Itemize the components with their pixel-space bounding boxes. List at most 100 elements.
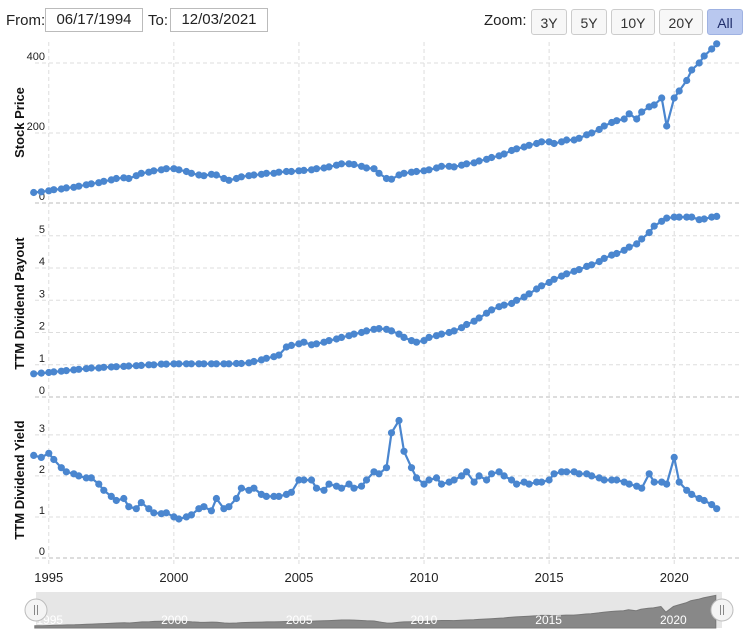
data-point-1-102[interactable]	[670, 213, 678, 221]
data-point-0-55[interactable]	[375, 169, 383, 177]
data-point-1-87[interactable]	[575, 266, 583, 274]
data-point-0-106[interactable]	[695, 59, 703, 67]
data-point-0-15[interactable]	[125, 174, 133, 183]
data-point-0-105[interactable]	[688, 66, 696, 74]
data-point-0-93[interactable]	[613, 117, 621, 125]
data-point-2-55[interactable]	[375, 470, 383, 478]
data-point-0-11[interactable]	[100, 177, 108, 185]
data-point-1-32[interactable]	[232, 359, 240, 368]
data-point-1-27[interactable]	[200, 360, 208, 368]
data-point-2-97[interactable]	[638, 484, 646, 492]
data-point-0-39[interactable]	[275, 168, 283, 176]
data-point-1-17[interactable]	[137, 361, 145, 369]
data-point-2-11[interactable]	[100, 486, 108, 494]
data-point-0-33[interactable]	[237, 173, 245, 181]
data-point-2-63[interactable]	[425, 476, 433, 484]
data-point-2-49[interactable]	[337, 484, 346, 492]
data-point-2-17[interactable]	[137, 499, 145, 507]
data-point-0-87[interactable]	[575, 134, 583, 142]
data-point-1-99[interactable]	[650, 222, 658, 230]
data-point-2-28[interactable]	[207, 507, 215, 515]
data-point-2-23[interactable]	[175, 515, 183, 523]
zoom-3y-button[interactable]: 3Y	[531, 9, 567, 35]
data-point-0-47[interactable]	[325, 163, 333, 171]
data-point-2-98[interactable]	[645, 470, 653, 478]
data-point-2-81[interactable]	[538, 478, 546, 486]
data-point-2-102[interactable]	[670, 453, 678, 461]
data-point-1-33[interactable]	[237, 359, 245, 368]
data-point-1-93[interactable]	[613, 249, 621, 258]
data-point-2-53[interactable]	[362, 476, 371, 484]
data-point-1-79[interactable]	[525, 290, 533, 298]
data-point-1-13[interactable]	[112, 363, 120, 371]
data-point-2-76[interactable]	[508, 476, 516, 484]
data-point-0-73[interactable]	[488, 153, 496, 162]
data-point-0-31[interactable]	[225, 176, 233, 184]
data-point-1-91[interactable]	[600, 254, 608, 262]
data-point-2-62[interactable]	[420, 480, 428, 488]
data-point-0-108[interactable]	[708, 45, 716, 53]
data-point-2-47[interactable]	[325, 480, 333, 488]
data-point-0-95[interactable]	[625, 110, 633, 118]
data-point-2-72[interactable]	[483, 476, 491, 484]
data-point-1-96[interactable]	[633, 240, 641, 248]
data-point-0-43[interactable]	[300, 166, 308, 174]
data-point-1-81[interactable]	[538, 282, 546, 290]
data-point-0-25[interactable]	[187, 169, 195, 177]
data-point-2-1[interactable]	[37, 453, 45, 461]
data-point-2-52[interactable]	[357, 482, 366, 490]
data-point-1-30[interactable]	[220, 360, 228, 368]
data-point-2-31[interactable]	[225, 503, 233, 511]
data-point-2-4[interactable]	[57, 464, 65, 472]
data-point-0-40[interactable]	[282, 167, 290, 176]
data-point-0-65[interactable]	[437, 162, 446, 170]
data-point-2-77[interactable]	[513, 480, 521, 488]
data-point-0-63[interactable]	[425, 166, 433, 174]
data-point-1-0[interactable]	[30, 370, 38, 378]
data-point-2-12[interactable]	[107, 492, 115, 500]
data-point-0-21[interactable]	[162, 165, 170, 173]
data-point-2-41[interactable]	[287, 488, 295, 496]
data-point-1-57[interactable]	[387, 327, 396, 335]
data-point-0-107[interactable]	[700, 52, 708, 60]
data-point-2-70[interactable]	[470, 478, 478, 486]
data-point-0-35[interactable]	[250, 171, 258, 179]
data-point-2-73[interactable]	[488, 470, 496, 478]
zoom-all-button[interactable]: All	[707, 9, 743, 35]
data-point-2-45[interactable]	[312, 484, 321, 492]
data-point-0-79[interactable]	[525, 141, 533, 149]
data-point-1-25[interactable]	[187, 360, 195, 368]
data-point-0-29[interactable]	[212, 171, 220, 179]
data-point-2-3[interactable]	[50, 455, 58, 464]
data-point-1-103[interactable]	[675, 213, 683, 221]
zoom-5y-button[interactable]: 5Y	[571, 9, 607, 35]
data-point-2-85[interactable]	[563, 468, 571, 476]
data-point-1-1[interactable]	[37, 369, 45, 377]
data-point-0-69[interactable]	[463, 160, 471, 168]
data-point-2-35[interactable]	[250, 484, 258, 492]
data-point-2-101[interactable]	[663, 480, 671, 488]
data-point-1-24[interactable]	[182, 360, 190, 368]
data-point-2-84[interactable]	[558, 468, 566, 476]
data-point-1-3[interactable]	[50, 368, 58, 376]
data-point-1-29[interactable]	[212, 360, 220, 368]
data-point-0-71[interactable]	[475, 157, 483, 165]
data-point-1-73[interactable]	[488, 306, 496, 314]
data-point-0-37[interactable]	[262, 169, 270, 177]
data-point-1-39[interactable]	[275, 351, 283, 359]
data-point-2-51[interactable]	[350, 484, 358, 492]
data-point-0-103[interactable]	[675, 87, 683, 95]
data-point-0-23[interactable]	[175, 166, 183, 174]
data-point-0-91[interactable]	[600, 122, 608, 130]
data-point-1-41[interactable]	[287, 341, 295, 349]
data-point-2-83[interactable]	[550, 470, 558, 478]
data-point-1-89[interactable]	[588, 261, 596, 269]
data-point-2-50[interactable]	[345, 480, 353, 488]
data-point-0-53[interactable]	[362, 164, 371, 172]
data-point-0-77[interactable]	[513, 145, 521, 153]
data-point-0-5[interactable]	[62, 184, 70, 192]
data-point-2-0[interactable]	[30, 451, 38, 459]
data-point-1-45[interactable]	[312, 340, 321, 348]
data-point-2-64[interactable]	[432, 474, 441, 482]
data-point-2-60[interactable]	[407, 464, 416, 472]
